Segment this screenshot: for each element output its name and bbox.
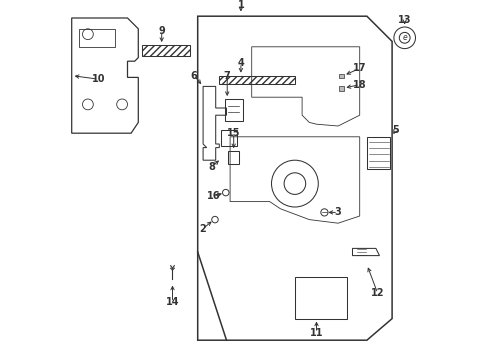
Text: 2: 2 <box>199 224 206 234</box>
Bar <box>224 99 242 121</box>
Text: 1: 1 <box>237 0 244 10</box>
Text: 4: 4 <box>237 58 244 68</box>
Bar <box>228 151 239 164</box>
Text: 15: 15 <box>226 128 240 138</box>
Text: 7: 7 <box>224 71 230 81</box>
Text: 11: 11 <box>309 328 323 338</box>
Text: 6: 6 <box>190 71 197 81</box>
Text: 12: 12 <box>370 288 384 298</box>
Text: 16: 16 <box>207 191 220 201</box>
Text: 17: 17 <box>352 63 366 73</box>
Text: 5: 5 <box>391 125 398 135</box>
Bar <box>339 74 344 78</box>
Text: 3: 3 <box>334 207 341 217</box>
Text: 18: 18 <box>352 80 366 90</box>
Text: e: e <box>402 33 406 42</box>
Bar <box>339 86 344 91</box>
Bar <box>221 130 237 146</box>
Text: 9: 9 <box>158 26 165 36</box>
Text: 8: 8 <box>207 162 214 172</box>
Text: 13: 13 <box>397 15 410 25</box>
Text: 14: 14 <box>165 297 179 307</box>
Text: 10: 10 <box>92 74 105 84</box>
